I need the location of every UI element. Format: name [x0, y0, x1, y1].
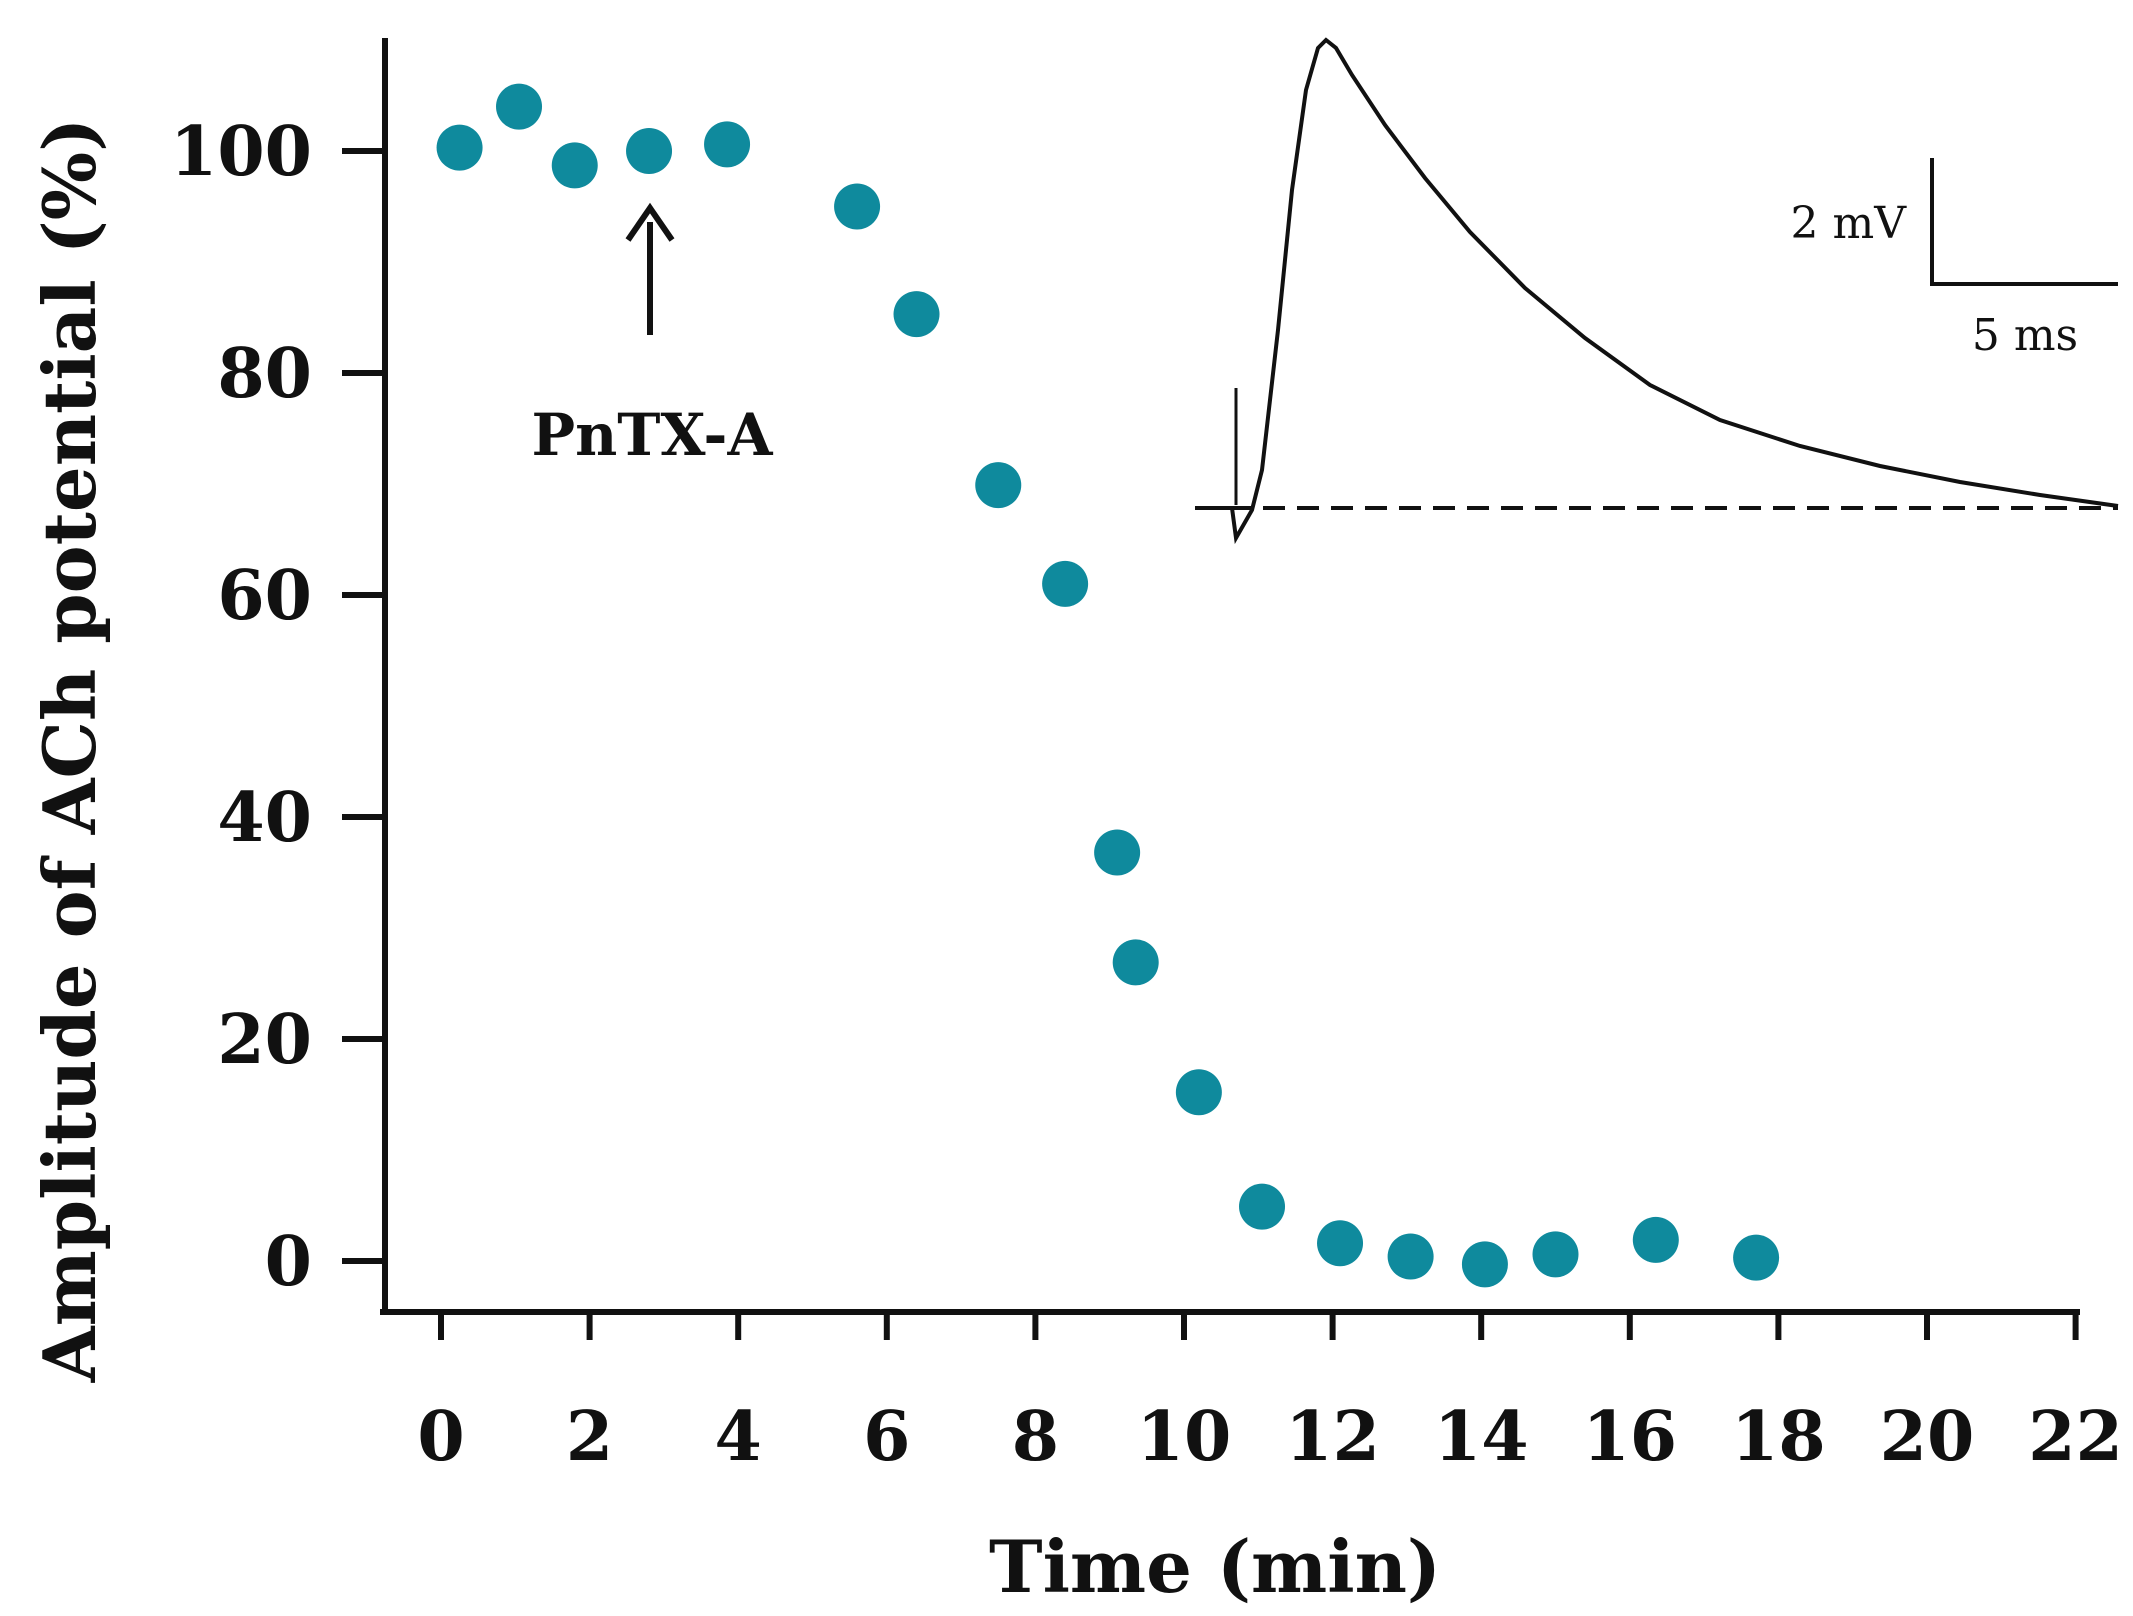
data-point	[834, 183, 881, 230]
x-tick-label: 22	[2028, 1397, 2123, 1477]
data-point	[1387, 1233, 1434, 1280]
data-point	[626, 128, 673, 174]
x-ticks: 0 2 4 6 8 10 12 14 16 18 20 22	[417, 1312, 2123, 1477]
data-point	[1239, 1183, 1286, 1230]
x-tick-label: 12	[1285, 1397, 1380, 1477]
y-tick-label: 80	[217, 334, 312, 414]
annotation-label: PnTX-A	[532, 401, 774, 469]
data-point	[975, 462, 1022, 509]
y-tick-label: 100	[170, 112, 312, 192]
data-point	[1317, 1220, 1364, 1267]
x-tick-label: 20	[1880, 1397, 1975, 1477]
y-ticks: 0 20 40 60 80 100	[170, 112, 385, 1302]
data-point	[893, 291, 940, 338]
data-point	[1733, 1234, 1780, 1281]
x-tick-label: 16	[1582, 1397, 1677, 1477]
scale-bar-y-label: 2 mV	[1791, 198, 1908, 249]
y-axis-title: Amplitude of ACh potential (%)	[27, 118, 112, 1384]
annotation-pntx-a: PnTX-A	[532, 202, 774, 469]
inset-waveform	[1198, 37, 2119, 545]
data-point	[436, 124, 483, 171]
x-tick-label: 2	[566, 1397, 613, 1477]
data-point	[704, 121, 751, 168]
y-tick-label: 40	[217, 778, 312, 858]
x-tick-label: 6	[863, 1397, 910, 1477]
x-tick-label: 10	[1137, 1397, 1232, 1477]
data-point	[1094, 829, 1141, 876]
data-point	[1042, 560, 1089, 607]
x-axis-title: Time (min)	[989, 1524, 1441, 1609]
scale-bar-x-label: 5 ms	[1972, 310, 2078, 361]
x-tick-label: 0	[417, 1397, 464, 1477]
inset-trace: 2 mV 5 ms	[1195, 37, 2119, 545]
data-point	[496, 83, 543, 130]
data-point	[1112, 939, 1159, 986]
y-tick-label: 60	[217, 556, 312, 636]
data-point	[1461, 1241, 1508, 1288]
data-point	[1175, 1069, 1222, 1116]
y-tick-label: 0	[265, 1222, 312, 1302]
data-point	[1532, 1231, 1579, 1278]
data-point	[551, 142, 598, 189]
x-tick-label: 14	[1434, 1397, 1529, 1477]
x-tick-label: 4	[715, 1397, 762, 1477]
y-tick-label: 20	[217, 1000, 312, 1080]
data-points	[436, 83, 1780, 1288]
data-point	[1632, 1216, 1679, 1263]
x-tick-label: 18	[1731, 1397, 1826, 1477]
annotation-arrow-head	[625, 202, 675, 242]
x-tick-label: 8	[1012, 1397, 1059, 1477]
